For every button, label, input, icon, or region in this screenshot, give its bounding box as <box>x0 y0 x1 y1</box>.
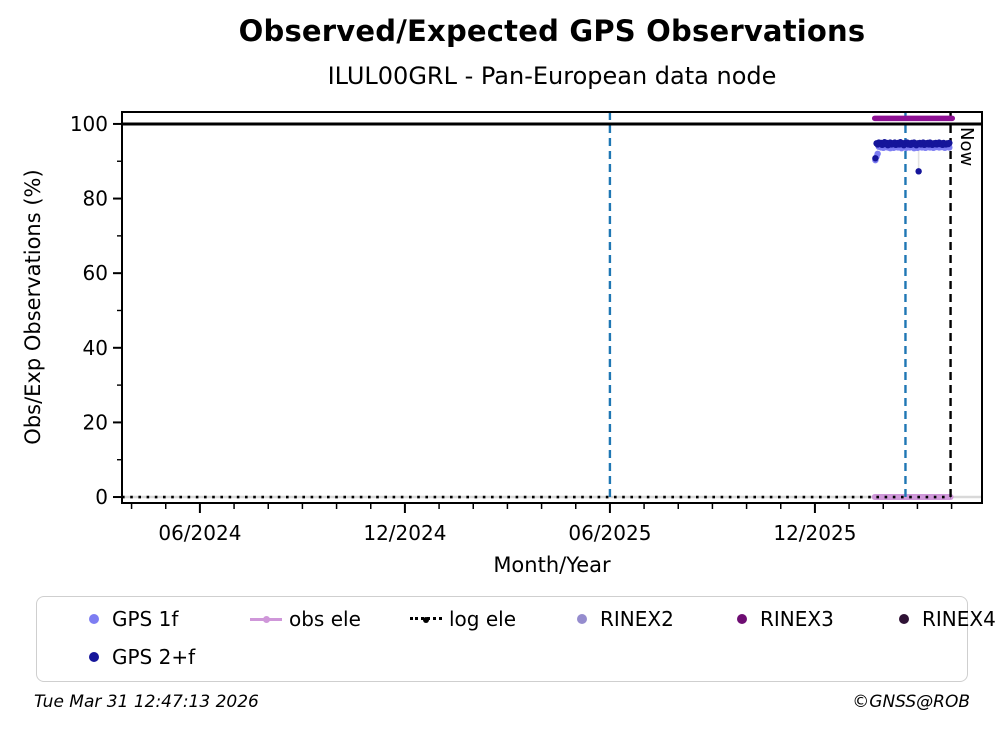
legend-item-rinex3: RINEX3 <box>731 606 834 632</box>
x-tick-label: 12/2024 <box>363 521 446 545</box>
timestamp-text: Tue Mar 31 12:47:13 2026 <box>34 692 259 712</box>
legend-item-rinex4: RINEX4 <box>893 606 996 632</box>
credit-text: ©GNSS@ROB <box>852 692 970 712</box>
legend-marker-obs-ele-icon <box>250 614 282 624</box>
legend-label: RINEX3 <box>760 607 834 631</box>
legend-label: GPS 1f <box>112 607 179 631</box>
legend-marker-rinex3-icon <box>737 614 747 624</box>
legend-item-gps-2-f: GPS 2+f <box>83 644 195 670</box>
legend-label: GPS 2+f <box>112 645 196 669</box>
legend-label: obs ele <box>289 607 361 631</box>
y-tick-label: 60 <box>83 261 108 285</box>
y-tick-label: 0 <box>95 485 108 509</box>
page-subtitle: ILUL00GRL - Pan-European data node <box>327 62 777 90</box>
legend-label: RINEX2 <box>600 607 674 631</box>
x-tick-label: 12/2025 <box>773 521 856 545</box>
x-axis-label: Month/Year <box>493 553 611 577</box>
legend-marker-rinex2-icon <box>577 614 587 624</box>
chart-header: Observed/Expected GPS Observations ILUL0… <box>122 14 982 90</box>
legend-marker-gps-2-f-icon <box>89 652 99 662</box>
plot-frame <box>121 111 983 504</box>
legend-label: RINEX4 <box>922 607 996 631</box>
legend-marker-rinex4-icon <box>899 614 909 624</box>
data-point-gps-2-f <box>872 155 879 162</box>
y-tick-label: 40 <box>83 336 108 360</box>
legend-item-gps-1f: GPS 1f <box>83 606 178 632</box>
now-label: Now <box>956 127 977 167</box>
y-tick-label: 80 <box>83 187 108 211</box>
observations-chart: 0 20 40 60 80 100 06/2024 12/2024 06/2025 12/2025 <box>70 111 983 545</box>
legend-item-obs-ele: obs ele <box>250 606 361 632</box>
data-point-gps-2-f <box>946 139 953 147</box>
legend-label: log ele <box>449 607 517 631</box>
y-tick-label: 20 <box>83 410 108 434</box>
legend-item-log-ele: log ele <box>410 606 516 632</box>
chart-legend: GPS 1f obs ele log ele RINEX2 RINEX3 RINEX4 GP… <box>36 596 996 682</box>
legend-marker-gps-1f-icon <box>89 614 99 624</box>
x-tick-label: 06/2024 <box>158 521 241 545</box>
legend-marker-log-ele-icon <box>410 614 442 624</box>
data-point-gps-2-f <box>915 168 922 175</box>
x-tick-label: 06/2025 <box>568 521 651 545</box>
page-title: Observed/Expected GPS Observations <box>238 14 866 48</box>
legend-item-rinex2: RINEX2 <box>571 606 674 632</box>
y-tick-label: 100 <box>70 112 108 136</box>
